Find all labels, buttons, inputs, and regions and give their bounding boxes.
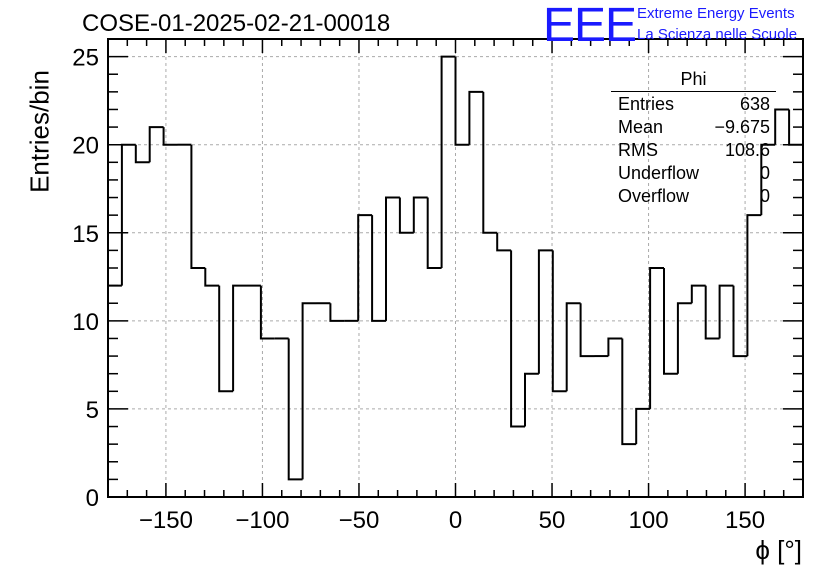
histogram-bin bbox=[426, 197, 442, 269]
histogram-bin bbox=[412, 196, 428, 233]
stats-row-rms: RMS 108.6 bbox=[611, 139, 776, 162]
histogram-bin bbox=[440, 55, 456, 268]
logo-caption-line1: Extreme Energy Events bbox=[637, 5, 795, 22]
x-tick-label: 0 bbox=[449, 507, 462, 534]
histogram-bin bbox=[704, 285, 720, 340]
stats-name: Phi bbox=[611, 69, 776, 92]
stats-label: Entries bbox=[618, 94, 675, 114]
x-tick-label: −50 bbox=[339, 507, 380, 534]
histogram-bin bbox=[232, 284, 247, 392]
stats-value: 0 bbox=[759, 163, 770, 183]
histogram-bin bbox=[732, 285, 748, 358]
histogram-bin bbox=[676, 302, 692, 374]
eee-logo: EEE bbox=[543, 0, 637, 52]
histogram-bin bbox=[482, 91, 498, 234]
stats-row-underflow: Underflow 0 bbox=[611, 162, 776, 185]
plot-title: COSE-01-2025-02-21-00018 bbox=[82, 10, 391, 37]
histogram-bin bbox=[551, 250, 567, 393]
histogram-bin bbox=[357, 214, 373, 321]
x-tick-label: 100 bbox=[629, 507, 669, 534]
histogram-bin bbox=[621, 338, 637, 446]
histogram-bin bbox=[565, 302, 581, 392]
stats-label: Mean bbox=[618, 117, 664, 137]
histogram-bin bbox=[190, 144, 206, 269]
histogram-series bbox=[107, 55, 804, 497]
histogram-bin bbox=[134, 144, 150, 164]
stats-label: Overflow bbox=[618, 186, 690, 206]
y-tick-label: 0 bbox=[86, 485, 99, 512]
histogram-bin bbox=[510, 250, 525, 428]
stats-row-overflow: Overflow 0 bbox=[611, 185, 776, 208]
y-tick-label: 25 bbox=[72, 45, 99, 72]
x-tick-label: 50 bbox=[539, 507, 566, 534]
logo-caption: Extreme Energy Events La Scienza nelle S… bbox=[637, 3, 797, 45]
axis-ticks bbox=[108, 39, 803, 497]
logo-caption-line2: La Scienza nelle Scuole bbox=[637, 26, 798, 43]
stats-box: Phi Entries 638 Mean −9.675 RMS 108.6 Under… bbox=[611, 69, 776, 208]
y-axis-label: Entries/bin bbox=[24, 70, 55, 193]
histogram-bin bbox=[649, 267, 664, 409]
x-tick-label: −100 bbox=[235, 507, 289, 534]
histogram-bin bbox=[120, 143, 136, 286]
histogram-bin bbox=[148, 126, 164, 163]
axis-tick-labels: −150 −100 −50 0 50 100 150 0 5 10 15 20 25 bbox=[72, 45, 765, 534]
histogram-bin bbox=[329, 303, 345, 322]
histogram-bin bbox=[371, 215, 386, 322]
histogram-bin bbox=[162, 127, 178, 146]
histogram-bin bbox=[524, 372, 539, 427]
histogram-bin bbox=[760, 143, 776, 216]
histogram-bin bbox=[774, 108, 790, 145]
y-tick-label: 10 bbox=[72, 309, 99, 336]
histogram-bin bbox=[287, 338, 303, 481]
stats-label: Underflow bbox=[618, 163, 700, 183]
stats-value: 108.6 bbox=[724, 140, 770, 160]
histogram-bin bbox=[204, 268, 220, 287]
stats-value: 638 bbox=[739, 94, 770, 114]
stats-value: 0 bbox=[759, 186, 770, 206]
histogram-bin bbox=[496, 232, 512, 252]
y-tick-label: 20 bbox=[72, 133, 99, 160]
histogram-bin bbox=[259, 285, 275, 340]
y-tick-label: 5 bbox=[86, 397, 99, 424]
histogram-bin bbox=[468, 90, 484, 145]
histogram-bin bbox=[635, 407, 651, 445]
histogram-bin bbox=[690, 284, 706, 304]
stats-value: −9.675 bbox=[714, 117, 770, 137]
x-axis-label: ϕ [°] bbox=[755, 535, 802, 565]
histogram-bin bbox=[718, 284, 734, 339]
stats-row-entries: Entries 638 bbox=[611, 93, 776, 116]
histogram-bin bbox=[579, 303, 595, 358]
stats-label: RMS bbox=[618, 140, 658, 160]
histogram-bin bbox=[746, 214, 762, 357]
x-tick-label: −150 bbox=[139, 507, 193, 534]
histogram-bin bbox=[398, 197, 414, 234]
histogram-bin bbox=[663, 268, 678, 375]
histogram-bin bbox=[301, 302, 317, 480]
stats-row-mean: Mean −9.675 bbox=[611, 116, 776, 139]
histogram-bin bbox=[537, 249, 553, 374]
histogram-bin bbox=[454, 56, 470, 146]
x-tick-label: 150 bbox=[725, 507, 765, 534]
y-tick-label: 15 bbox=[72, 221, 99, 248]
histogram-bin bbox=[218, 285, 234, 393]
histogram-bin bbox=[385, 196, 400, 321]
histogram-bin bbox=[607, 337, 623, 357]
